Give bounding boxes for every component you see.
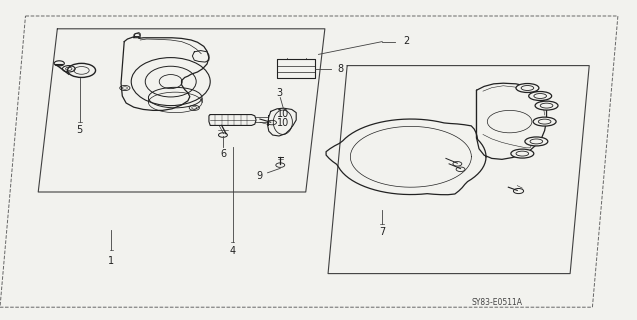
Text: 1: 1	[108, 256, 115, 266]
Text: 6: 6	[220, 148, 226, 159]
Text: SY83-E0511A: SY83-E0511A	[471, 298, 522, 307]
Text: 10: 10	[277, 118, 290, 128]
Ellipse shape	[525, 137, 548, 146]
Ellipse shape	[529, 92, 552, 100]
Text: 8: 8	[338, 64, 344, 74]
Text: 9: 9	[257, 171, 263, 181]
Text: 10: 10	[277, 108, 290, 119]
Ellipse shape	[511, 149, 534, 158]
Ellipse shape	[516, 84, 539, 92]
Ellipse shape	[535, 101, 558, 110]
Text: 2: 2	[403, 36, 410, 46]
Text: 7: 7	[379, 227, 385, 237]
Text: 5: 5	[76, 124, 83, 135]
Text: 4: 4	[229, 246, 236, 256]
Ellipse shape	[533, 117, 556, 126]
Text: 3: 3	[276, 88, 282, 98]
